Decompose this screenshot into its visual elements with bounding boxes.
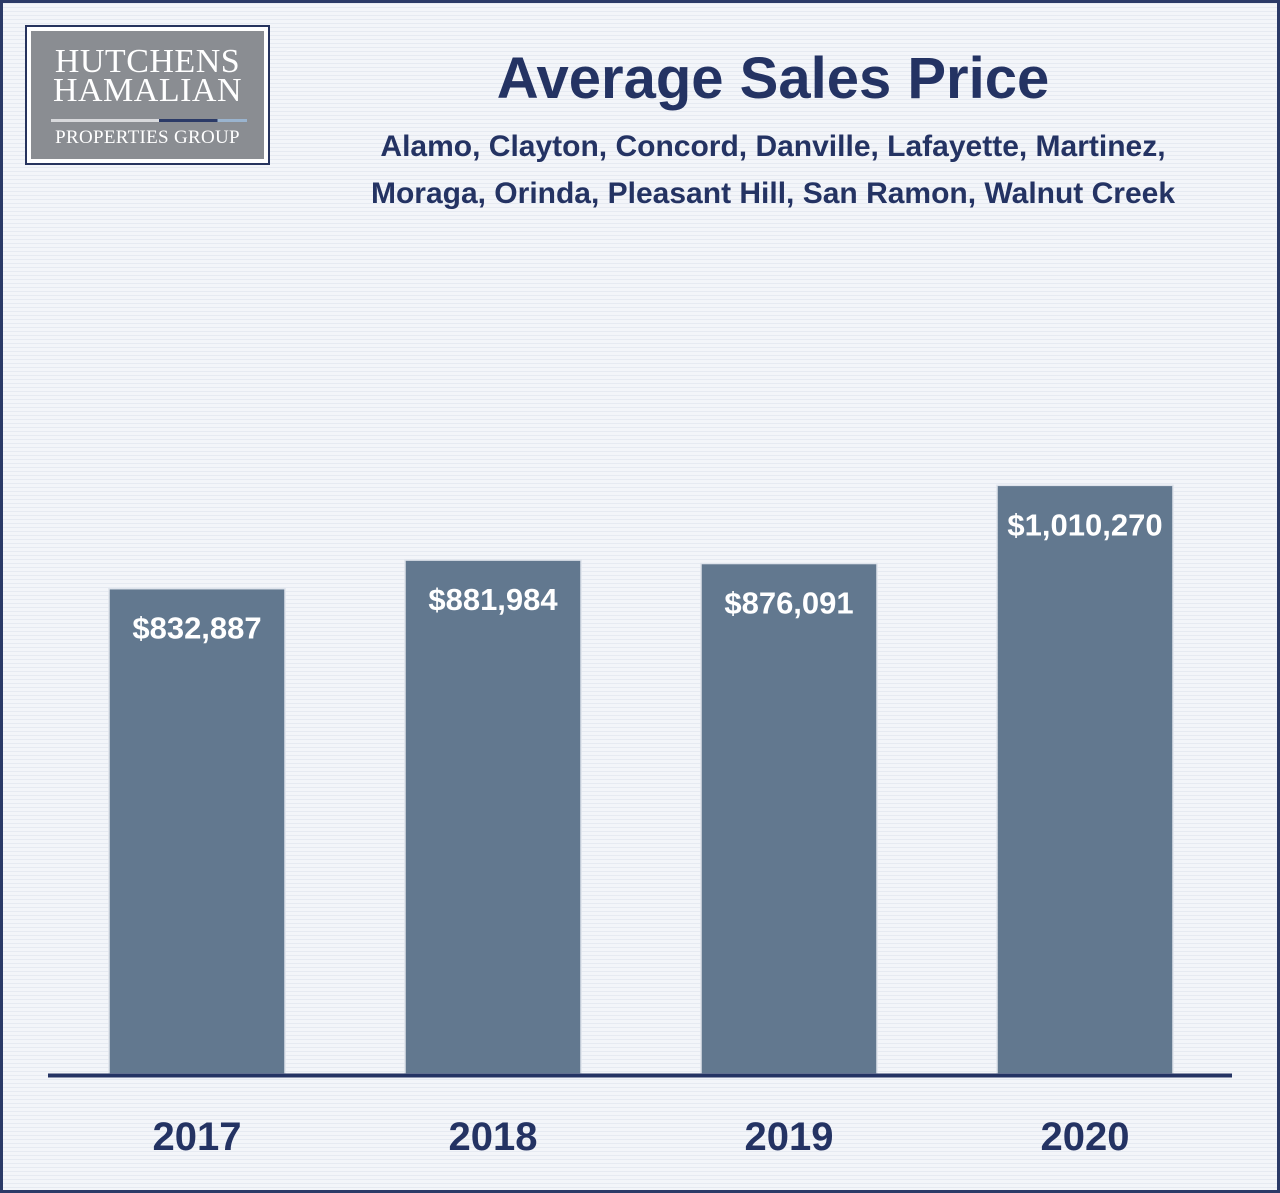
logo-line-3: PROPERTIES GROUP: [55, 127, 240, 148]
logo-panel: HUTCHENS HAMALIAN PROPERTIES GROUP: [31, 31, 264, 159]
chart-subtitle-line-2: Moraga, Orinda, Pleasant Hill, San Ramon…: [370, 177, 1176, 210]
chart-title: Average Sales Price: [496, 46, 1050, 111]
x-tick-label-2017: 2017: [153, 1115, 242, 1159]
data-label-2019: $876,091: [724, 586, 853, 621]
x-tick-label-2018: 2018: [449, 1115, 538, 1159]
data-label-2017: $832,887: [132, 611, 261, 646]
logo-line-2: HAMALIAN: [52, 72, 243, 109]
bar-2018: [404, 559, 582, 1075]
x-tick-label-2019: 2019: [745, 1115, 834, 1159]
company-logo: HUTCHENS HAMALIAN PROPERTIES GROUP: [25, 25, 270, 165]
bar-2019: [700, 562, 878, 1075]
data-label-2018: $881,984: [428, 582, 558, 617]
logo-divider: [51, 119, 247, 122]
data-label-2020: $1,010,270: [1007, 507, 1162, 542]
bar-2017: [108, 587, 286, 1075]
logo-line-1: HUTCHENS: [54, 43, 241, 80]
bar-2020: [996, 484, 1174, 1075]
x-tick-label-2020: 2020: [1041, 1115, 1130, 1159]
chart-subtitle-line-1: Alamo, Clayton, Concord, Danville, Lafay…: [380, 130, 1166, 163]
